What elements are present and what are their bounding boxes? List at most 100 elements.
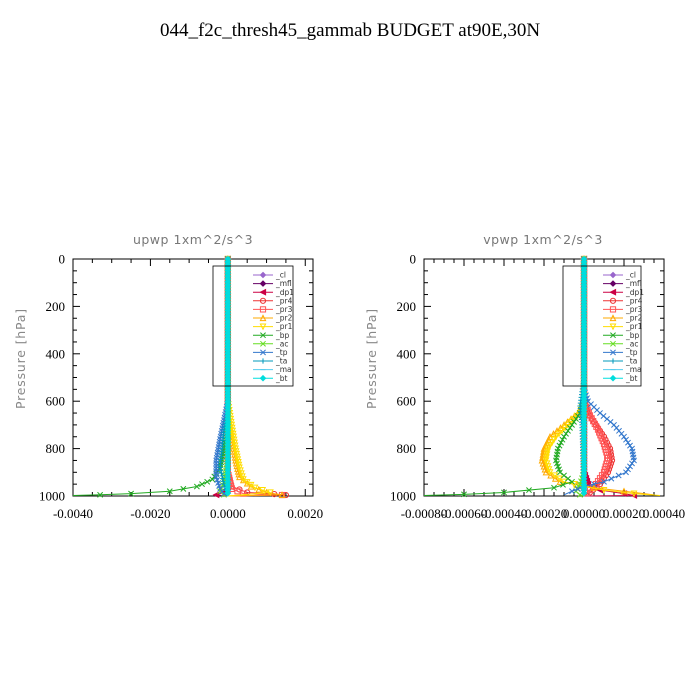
data-point <box>542 468 550 476</box>
legend-label: _ac <box>625 339 638 348</box>
legend-label: _bp <box>625 331 640 340</box>
legend-label: _dp1 <box>625 288 644 297</box>
x-tick-label: -0.00080 <box>401 506 448 521</box>
data-point <box>558 439 564 446</box>
data-point <box>560 481 566 488</box>
data-point <box>623 469 629 476</box>
x-tick-label: 0.0020 <box>287 506 323 521</box>
x-tick-label: 0.00040 <box>643 506 685 521</box>
legend-label: _tp <box>275 348 288 357</box>
data-point <box>234 488 241 495</box>
data-point <box>219 473 225 479</box>
data-point <box>267 489 274 497</box>
data-point <box>259 486 267 494</box>
legend-box <box>212 265 294 387</box>
legend-label: _ta <box>625 357 637 366</box>
data-point <box>560 478 568 486</box>
legend-marker <box>259 280 267 287</box>
data-point <box>608 475 615 482</box>
data-point <box>569 478 575 485</box>
data-point <box>551 484 557 491</box>
data-point <box>600 486 608 494</box>
data-point <box>217 464 223 471</box>
data-point <box>561 433 567 440</box>
legend-marker <box>609 288 617 296</box>
data-point <box>218 467 224 473</box>
legend-label: _ta <box>275 357 287 366</box>
y-tick-label: 200 <box>46 299 66 314</box>
legend-marker <box>259 306 267 313</box>
legend-marker <box>259 288 267 296</box>
data-point <box>218 470 224 476</box>
data-point <box>621 433 627 440</box>
legend-marker <box>609 280 617 287</box>
data-point <box>627 442 633 449</box>
y-axis-label: Pressure [hPa] <box>364 308 379 409</box>
data-point <box>556 478 564 485</box>
x-tick-label: 0.00020 <box>603 506 645 521</box>
legend-label: _mfl <box>625 279 642 288</box>
data-point <box>631 457 637 464</box>
data-point <box>461 491 467 498</box>
legend-label: _mfl <box>275 279 292 288</box>
data-point <box>625 439 631 446</box>
legend-label: _dp1 <box>275 288 294 297</box>
data-point <box>591 481 597 488</box>
y-tick-label: 400 <box>46 346 66 361</box>
data-point <box>501 489 507 496</box>
data-point <box>580 489 588 497</box>
data-point <box>570 481 578 488</box>
x-tick-label: -0.00020 <box>521 506 568 521</box>
x-tick-label: -0.00040 <box>481 506 528 521</box>
legend-marker <box>610 340 616 347</box>
legend-marker <box>260 349 266 356</box>
data-point <box>563 430 569 437</box>
legend-marker <box>260 358 266 364</box>
data-point <box>565 427 571 434</box>
data-point <box>244 489 251 496</box>
data-point <box>615 472 622 479</box>
legend: _cl_mfl_dp1_pr4_pr3_pr2_pr1_bp_ac_tp_ta_… <box>212 265 294 387</box>
legend-marker <box>610 349 616 356</box>
legend-label: _pr3 <box>275 305 293 314</box>
data-point <box>557 469 563 476</box>
legend-marker <box>259 271 267 279</box>
data-point <box>559 436 566 443</box>
y-axis-label: Pressure [hPa] <box>13 308 28 409</box>
data-point <box>555 475 563 483</box>
data-point <box>567 424 573 431</box>
legend-label: _pr1 <box>275 322 293 331</box>
data-point <box>551 474 559 482</box>
y-tick-label: 800 <box>397 441 417 456</box>
legend-label: _pr2 <box>275 314 293 323</box>
legend-marker <box>610 358 616 364</box>
chart-panel-2: vpwp 1xm^2/s^3 Pressure [hPa] 0 200 400 600 80… <box>364 232 685 521</box>
data-point <box>204 478 211 485</box>
data-point <box>199 481 205 488</box>
data-point <box>627 463 633 470</box>
legend-label: _pr4 <box>275 296 293 305</box>
legend-label: _bp <box>275 331 290 340</box>
data-point <box>180 485 187 492</box>
data-point <box>569 421 575 428</box>
data-point <box>193 483 200 490</box>
legend-label: _bt <box>275 374 288 383</box>
chart-title: upwp 1xm^2/s^3 <box>133 232 253 247</box>
data-point <box>601 478 607 485</box>
series-line <box>72 259 229 497</box>
data-point <box>128 490 135 497</box>
data-point <box>224 489 232 497</box>
data-point <box>625 466 631 473</box>
data-point <box>575 485 581 492</box>
data-point <box>526 487 532 494</box>
x-tick-label: -0.00060 <box>441 506 488 521</box>
legend-label: _cl <box>625 271 636 280</box>
data-point <box>97 491 104 498</box>
data-point <box>561 472 567 479</box>
chart-panel-1: upwp 1xm^2/s^3 Pressure [hPa] 0 200 400 600 80… <box>13 232 323 521</box>
legend-marker <box>259 297 267 304</box>
legend-marker <box>259 314 267 322</box>
data-point <box>278 491 286 498</box>
legend-marker <box>609 297 617 304</box>
